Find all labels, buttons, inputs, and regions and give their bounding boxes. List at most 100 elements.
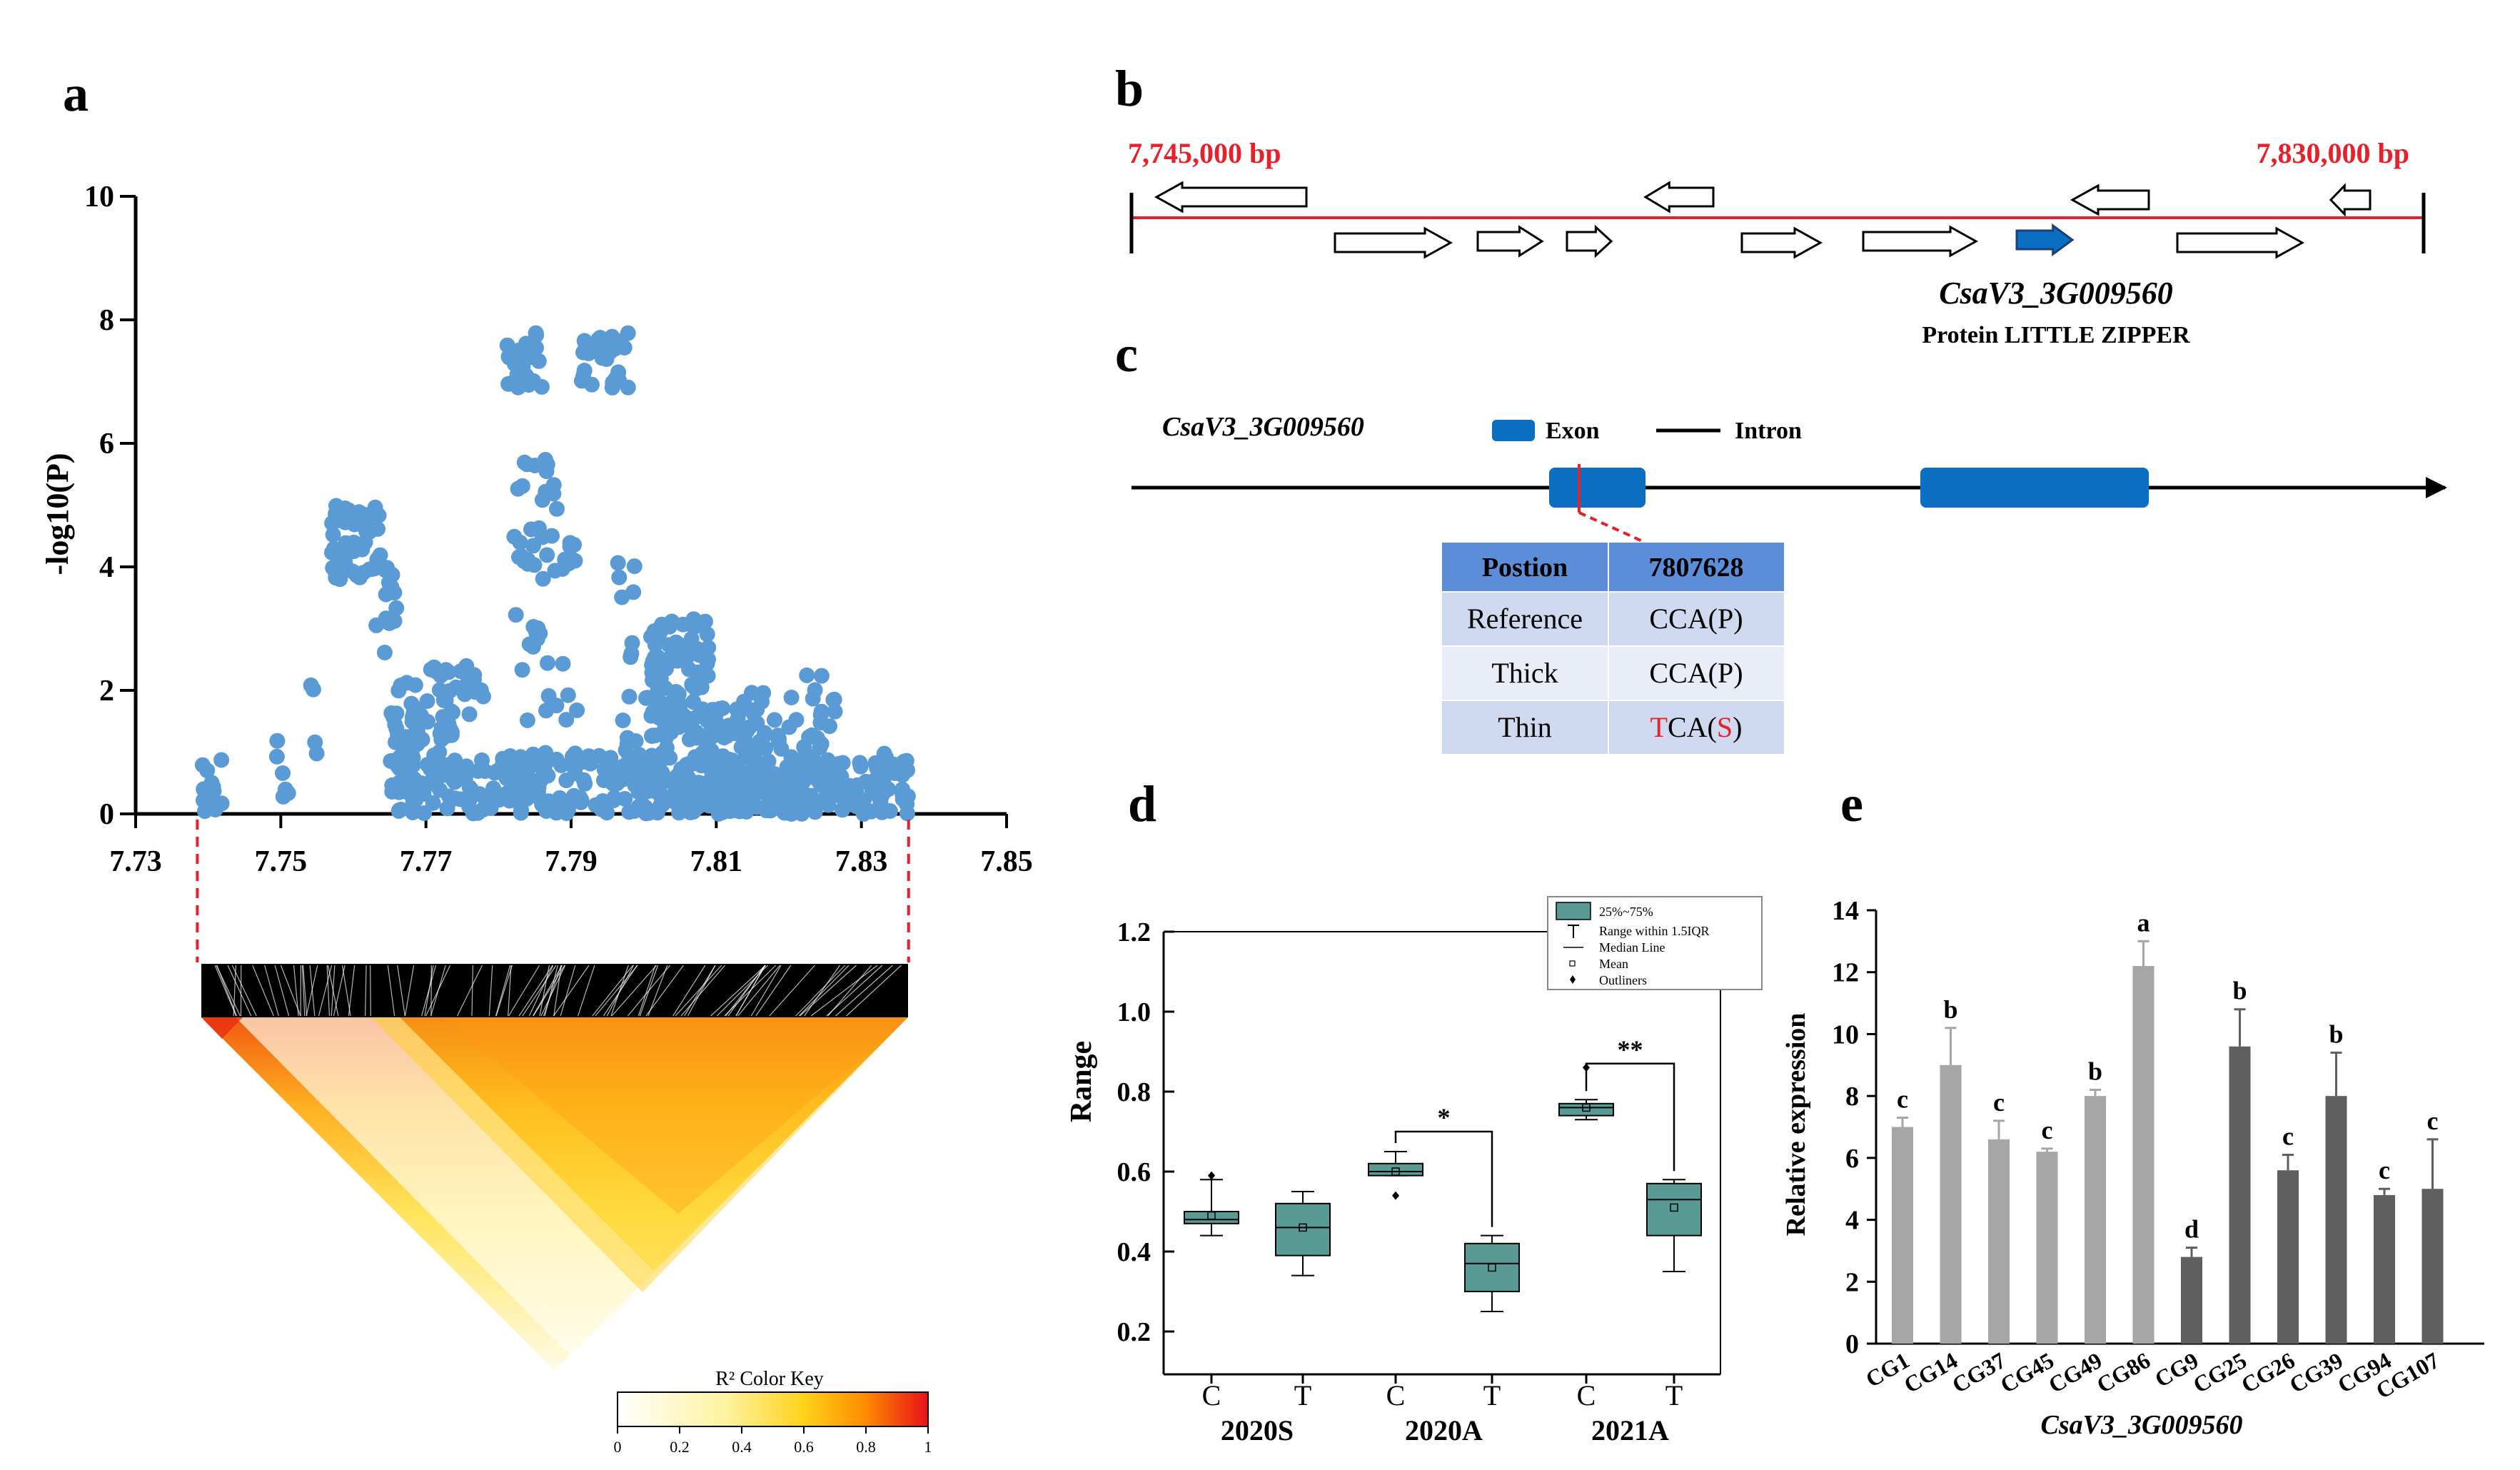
d-legend-item-5: Outliners: [1599, 973, 1647, 987]
ld-snp-tick: [606, 965, 635, 1017]
ld-snp-tick: [827, 965, 872, 1017]
gene-arrow: [1566, 224, 1613, 258]
snp-point: [603, 750, 619, 766]
expression-bar: [1892, 1127, 1913, 1344]
snp-point: [403, 745, 420, 762]
snp-point: [388, 600, 405, 616]
snp-point: [346, 516, 363, 533]
ld-snp-tick: [578, 965, 595, 1017]
snp-point: [580, 345, 597, 361]
d-y-tick-label: 0.4: [1117, 1237, 1151, 1267]
amino-acid: P: [1718, 657, 1733, 689]
snp-point: [677, 713, 693, 730]
ld-snp-tick: [522, 965, 557, 1017]
snp-point: [514, 662, 530, 678]
snp-point: [733, 739, 750, 755]
e-y-tick-label: 8: [1845, 1082, 1859, 1112]
d-y-tick-label: 1.2: [1117, 917, 1151, 947]
snp-callout: [1578, 511, 1646, 544]
snp-point: [830, 755, 847, 772]
table-row-value-cell: [1609, 593, 1784, 645]
ld-snp-tick: [424, 965, 434, 1017]
snp-point: [592, 330, 608, 346]
ld-snp-tick: [233, 965, 236, 1017]
snp-point: [783, 690, 800, 705]
ld-snp-tick: [318, 965, 333, 1017]
ld-high-block: [371, 1017, 908, 1292]
expression-bar: [2229, 1046, 2251, 1344]
ld-snp-tick: [755, 965, 792, 1017]
d-legend-item-3: Median Line: [1599, 940, 1665, 955]
snp-point: [795, 751, 811, 767]
ld-snp-tick: [518, 965, 553, 1017]
snp-point: [475, 688, 491, 705]
snp-point: [445, 704, 460, 720]
ld-snp-tick: [611, 965, 657, 1017]
target-gene-name: CsaV3_3G009560: [1939, 276, 2173, 311]
snp-point: [540, 655, 555, 671]
snp-point: [499, 337, 515, 353]
snp-point: [512, 534, 528, 550]
ld-snp-tick: [610, 965, 629, 1017]
d-legend-item-1: 25%~75%: [1599, 905, 1653, 919]
ld-snp-tick: [639, 965, 659, 1017]
expression-bar: [2421, 1189, 2444, 1344]
snp-point: [683, 630, 700, 647]
snp-point: [196, 781, 212, 797]
ld-snp-tick: [309, 965, 316, 1017]
snp-point: [801, 729, 817, 745]
ld-snp-tick: [846, 965, 902, 1017]
snp-point: [869, 760, 885, 776]
snp-point: [442, 721, 458, 737]
codon-rest: CA(: [1668, 657, 1718, 689]
codon-first-base: C: [1649, 603, 1668, 635]
codon-first-base: C: [1649, 657, 1668, 689]
snp-point: [626, 558, 642, 575]
a-y-tick-label: 2: [99, 675, 114, 708]
ld-snp-tick: [231, 965, 257, 1017]
ld-snp-tick: [326, 965, 331, 1017]
table-row-value-cell: [1609, 701, 1784, 754]
snp-point: [575, 772, 592, 788]
panel-label-b: b: [1115, 60, 1144, 117]
snp-point: [795, 767, 812, 784]
snp-point: [650, 677, 666, 693]
table-row-label: Thick: [1491, 657, 1558, 689]
codon-close: ): [1733, 711, 1742, 743]
exon-1: [1549, 468, 1645, 508]
ld-snp-tick: [540, 965, 566, 1017]
gene-arrow: [1740, 226, 1823, 259]
ld-snp-tick: [495, 965, 513, 1017]
snp-point: [357, 534, 373, 550]
snp-point: [544, 480, 560, 496]
amino-acid: P: [1718, 603, 1733, 635]
snp-point: [667, 634, 684, 650]
box-outlier: [1208, 1171, 1215, 1180]
box-iqr: [1275, 1202, 1331, 1257]
snp-point: [405, 805, 421, 820]
manhattan-plot: 0 2 4 6 8 10 7.73 7.75 7.77 7.79 7.81 7.83 7.85 -lo…: [40, 181, 1033, 962]
box-outlier: [1392, 1191, 1399, 1200]
category-label: CG86: [2092, 1347, 2154, 1398]
snp-point: [781, 719, 797, 735]
significance-letter: c: [2282, 1122, 2294, 1151]
snp-point: [213, 752, 230, 768]
snp-point: [730, 788, 746, 805]
snp-point: [549, 500, 565, 517]
snp-point: [448, 679, 464, 695]
d-y-tick-label: 0.6: [1117, 1157, 1151, 1187]
snp-point: [864, 783, 880, 800]
a-y-tick-label: 0: [99, 798, 114, 831]
ld-key-tick-label: 0.6: [794, 1438, 814, 1456]
snp-point: [268, 748, 285, 765]
snp-point: [754, 687, 770, 703]
snp-point: [408, 721, 425, 737]
snp-point: [799, 667, 815, 683]
snp-point: [406, 771, 423, 787]
table-row-value: CCA(P): [1649, 603, 1743, 635]
expression-bar: [2036, 1152, 2058, 1344]
snp-point: [558, 712, 575, 728]
ld-key-tick-label: 1: [924, 1438, 932, 1456]
